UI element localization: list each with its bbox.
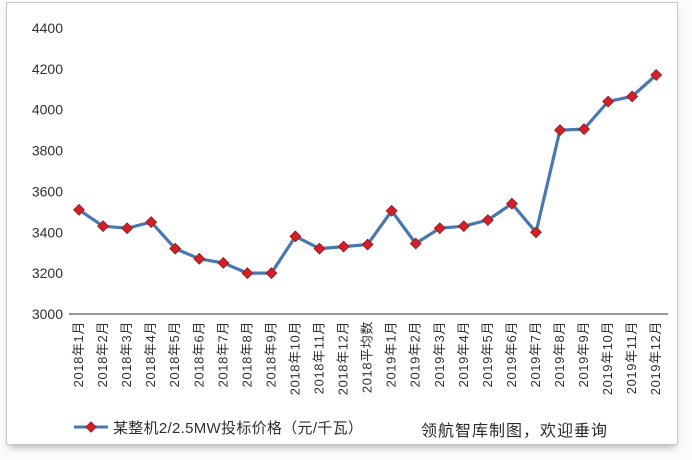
data-point-diamond — [121, 222, 134, 235]
data-point-diamond — [289, 230, 302, 243]
data-point-diamond — [361, 238, 374, 251]
x-tick-label: 2018年3月 — [119, 321, 134, 387]
data-point-diamond — [433, 222, 446, 235]
x-tick-label: 2019年11月 — [624, 321, 639, 394]
x-tick-label: 2019年2月 — [408, 321, 423, 387]
data-point-markers — [73, 69, 663, 280]
data-point-diamond — [626, 90, 639, 103]
legend-series-label: 某整机2/2.5MW投标价格（元/千瓦） — [113, 419, 364, 437]
data-point-diamond — [554, 124, 566, 137]
x-tick-label: 2019年10月 — [600, 321, 615, 395]
data-point-diamond — [313, 242, 326, 255]
x-tick-label: 2018年4月 — [143, 321, 158, 387]
x-tick-label: 2019年9月 — [576, 321, 591, 387]
x-tick-label: 2018年1月 — [71, 321, 86, 387]
data-point-diamond — [265, 267, 278, 280]
data-point-diamond — [193, 252, 206, 265]
data-point-diamond — [217, 256, 230, 269]
y-axis-labels: 3000 3200 3400 3600 3800 4000 4200 4400 — [32, 20, 63, 322]
data-point-diamond — [457, 220, 470, 233]
data-point-diamond — [337, 240, 350, 253]
y-tick-label: 3200 — [32, 265, 63, 281]
x-tick-label: 2019年8月 — [552, 321, 567, 387]
legend-line-diamond-icon — [74, 421, 108, 433]
chart-card: 3000 3200 3400 3600 3800 4000 4200 4400 2018年1月 2… — [6, 2, 678, 445]
data-point-diamond — [505, 197, 518, 210]
y-tick-label: 3600 — [32, 183, 63, 199]
x-tick-label: 2018平均数 — [360, 321, 375, 393]
x-tick-label: 2018年5月 — [167, 321, 182, 387]
data-point-diamond — [385, 204, 398, 217]
y-tick-label: 3800 — [32, 143, 63, 159]
x-axis-labels: 2018年1月 2018年2月 2018年3月 2018年4月 2018年5月 2018年… — [71, 321, 663, 395]
x-tick-label: 2018年2月 — [95, 321, 110, 387]
x-tick-label: 2018年11月 — [312, 321, 327, 394]
x-tick-label: 2018年9月 — [263, 321, 278, 387]
data-point-diamond — [578, 123, 591, 136]
legend-row: 某整机2/2.5MW投标价格（元/千瓦） 领航智库制图，欢迎垂询 — [7, 415, 679, 440]
y-tick-label: 4400 — [32, 20, 63, 36]
data-point-diamond — [97, 220, 110, 233]
y-tick-label: 4000 — [32, 102, 63, 118]
y-tick-label: 3400 — [32, 224, 63, 240]
x-tick-label: 2019年12月 — [648, 321, 663, 395]
data-point-diamond — [409, 237, 422, 250]
x-tick-label: 2019年7月 — [528, 321, 543, 387]
x-tick-label: 2019年6月 — [504, 321, 519, 387]
data-point-diamond — [602, 95, 615, 108]
data-point-diamond — [169, 242, 182, 255]
data-point-diamond — [73, 203, 85, 216]
x-tick-label: 2019年5月 — [480, 321, 495, 387]
x-tick-label: 2019年4月 — [456, 321, 471, 387]
y-tick-label: 3000 — [32, 306, 63, 322]
x-tick-label: 2018年10月 — [287, 321, 302, 395]
x-tick-label: 2018年6月 — [191, 321, 206, 387]
data-point-diamond — [241, 267, 254, 280]
x-tick-label: 2018年7月 — [215, 321, 230, 387]
x-tick-label: 2019年1月 — [384, 321, 399, 387]
x-tick-label: 2018年8月 — [239, 321, 254, 387]
x-tick-label: 2019年3月 — [432, 321, 447, 387]
data-point-diamond — [145, 216, 158, 229]
watermark-credit-text: 领航智库制图，欢迎垂询 — [421, 423, 609, 440]
data-point-diamond — [481, 214, 494, 226]
y-tick-label: 4200 — [32, 61, 63, 77]
legend-item: 某整机2/2.5MW投标价格（元/千瓦） — [73, 415, 363, 439]
data-point-diamond — [529, 226, 542, 239]
x-tick-label: 2018年12月 — [336, 321, 351, 395]
data-point-diamond — [650, 69, 663, 81]
